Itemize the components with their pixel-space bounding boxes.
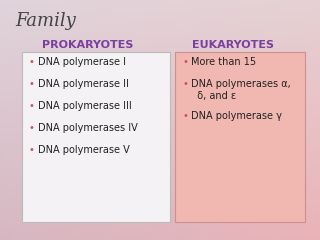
FancyBboxPatch shape <box>175 52 305 222</box>
Text: DNA polymerase I: DNA polymerase I <box>38 57 126 67</box>
Text: •: • <box>29 57 35 67</box>
Text: EUKARYOTES: EUKARYOTES <box>192 40 274 50</box>
Text: •: • <box>29 123 35 133</box>
Text: •: • <box>29 145 35 155</box>
Text: DNA polymerases IV: DNA polymerases IV <box>38 123 138 133</box>
Text: DNA polymerase V: DNA polymerase V <box>38 145 130 155</box>
Text: DNA polymerase III: DNA polymerase III <box>38 101 132 111</box>
Text: DNA polymerases α,
  δ, and ε: DNA polymerases α, δ, and ε <box>191 79 291 101</box>
Text: PROKARYOTES: PROKARYOTES <box>42 40 134 50</box>
Text: DNA polymerase II: DNA polymerase II <box>38 79 129 89</box>
Text: •: • <box>29 101 35 111</box>
Text: •: • <box>182 79 188 89</box>
Text: More than 15: More than 15 <box>191 57 256 67</box>
FancyBboxPatch shape <box>22 52 170 222</box>
Text: •: • <box>29 79 35 89</box>
Text: DNA polymerase γ: DNA polymerase γ <box>191 111 282 121</box>
Text: •: • <box>182 111 188 121</box>
Text: Family: Family <box>15 12 76 30</box>
Text: •: • <box>182 57 188 67</box>
